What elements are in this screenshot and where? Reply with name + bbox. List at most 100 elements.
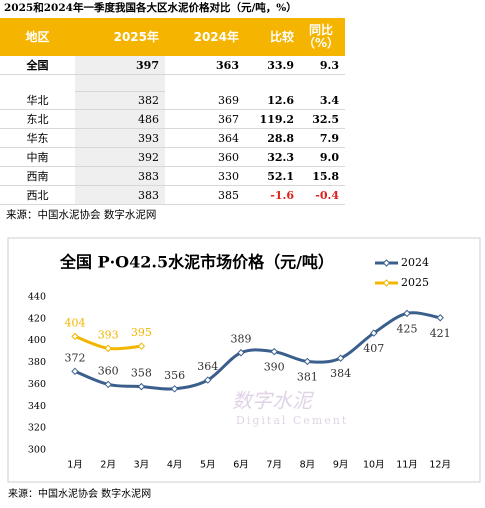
value-cell: 28.8 (245, 129, 300, 148)
region-cell: 东北 (0, 110, 75, 129)
region-cell: 华北 (0, 91, 75, 110)
y-tick-label: 320 (28, 423, 46, 434)
value-cell: 360 (165, 148, 245, 167)
point (204, 376, 212, 384)
value-cell: -0.4 (300, 186, 345, 205)
value-cell: 32.3 (245, 148, 300, 167)
point (336, 354, 345, 362)
x-tick-label: 2月 (100, 460, 116, 471)
region-cell: 中南 (0, 148, 75, 167)
header-cell: 地区 (0, 18, 75, 56)
point (137, 382, 146, 391)
legend-marker (382, 279, 391, 287)
data-label: 404 (65, 316, 86, 329)
value-cell: 367 (165, 110, 245, 129)
value-cell: 383 (75, 167, 165, 186)
point (137, 342, 146, 350)
data-label: 425 (397, 322, 418, 335)
data-label: 364 (197, 360, 218, 373)
x-tick-label: 3月 (134, 460, 150, 471)
table-title: 2025和2024年一季度我国各大区水泥价格对比（元/吨，%） (4, 1, 297, 14)
value-cell: 33.9 (245, 56, 300, 75)
header-cell: 2024年 (165, 18, 245, 56)
x-tick-label: 9月 (333, 460, 349, 471)
point (237, 349, 245, 357)
value-cell: 32.5 (300, 110, 345, 129)
value-cell: 397 (75, 56, 165, 75)
data-label: 360 (98, 364, 119, 377)
legend-label: 2025 (401, 276, 429, 289)
value-cell: 385 (165, 186, 245, 205)
data-label: 389 (231, 333, 252, 346)
watermark: 数字水泥 (232, 389, 315, 413)
region-cell: 西北 (0, 186, 75, 205)
legend-marker (382, 259, 391, 267)
value-cell: 392 (75, 148, 165, 167)
data-label: 395 (131, 326, 152, 339)
data-label: 390 (264, 361, 285, 374)
data-label: 407 (363, 342, 384, 355)
header-cell: 同比 （%） (300, 18, 345, 56)
y-tick-label: 380 (28, 357, 46, 368)
x-tick-label: 11月 (396, 460, 418, 471)
spacer-row (75, 75, 165, 92)
y-tick-label: 440 (28, 292, 46, 303)
data-label: 372 (65, 351, 86, 364)
value-cell: 369 (165, 91, 245, 110)
data-label: 384 (330, 367, 351, 380)
point (436, 314, 444, 322)
value-cell: 119.2 (245, 110, 300, 129)
chart-frame (7, 237, 481, 483)
watermark: Digital Cement (236, 414, 348, 427)
chart-title: 全国 P·O42.5水泥市场价格（元/吨） (59, 253, 334, 272)
chart-source: 来源：中国水泥协会 数字水泥网 (8, 487, 151, 500)
y-tick-label: 400 (28, 335, 46, 346)
value-cell: 330 (165, 167, 245, 186)
point (270, 347, 278, 356)
point (370, 329, 378, 337)
x-tick-label: 5月 (200, 460, 216, 471)
y-tick-label: 300 (28, 445, 46, 456)
point (403, 309, 411, 318)
data-label: 381 (297, 370, 318, 383)
header-cell: 比较 (245, 18, 300, 56)
value-cell: 382 (75, 91, 165, 110)
data-label: 356 (164, 369, 185, 382)
point (71, 367, 79, 376)
y-tick-label: 420 (28, 313, 46, 324)
region-cell: 全国 (0, 56, 75, 75)
x-tick-label: 1月 (67, 460, 83, 471)
y-tick-label: 340 (28, 401, 46, 412)
value-cell: 52.1 (245, 167, 300, 186)
value-cell: 393 (75, 129, 165, 148)
data-label: 421 (430, 327, 451, 340)
value-cell: 9.3 (300, 56, 345, 75)
legend-label: 2024 (401, 256, 429, 269)
point (104, 344, 112, 353)
data-label: 358 (131, 367, 152, 380)
point (170, 385, 179, 393)
value-cell: 12.6 (245, 91, 300, 110)
table-source: 来源：中国水泥协会 数字水泥网 (6, 208, 157, 221)
point (71, 332, 79, 341)
value-cell: 486 (75, 110, 165, 129)
value-cell: -1.6 (245, 186, 300, 205)
x-tick-label: 8月 (300, 460, 316, 471)
point (303, 357, 312, 366)
x-tick-label: 7月 (266, 460, 282, 471)
value-cell: 383 (75, 186, 165, 205)
header-cell: 2025年 (75, 18, 165, 56)
value-cell: 364 (165, 129, 245, 148)
region-cell: 华东 (0, 129, 75, 148)
value-cell: 3.4 (300, 91, 345, 110)
value-cell: 7.9 (300, 129, 345, 148)
value-cell: 363 (165, 56, 245, 75)
x-tick-label: 4月 (167, 460, 183, 471)
x-tick-label: 10月 (363, 460, 385, 471)
x-tick-label: 12月 (429, 460, 451, 471)
value-cell: 15.8 (300, 167, 345, 186)
y-tick-label: 360 (28, 379, 46, 390)
x-tick-label: 6月 (233, 460, 249, 471)
